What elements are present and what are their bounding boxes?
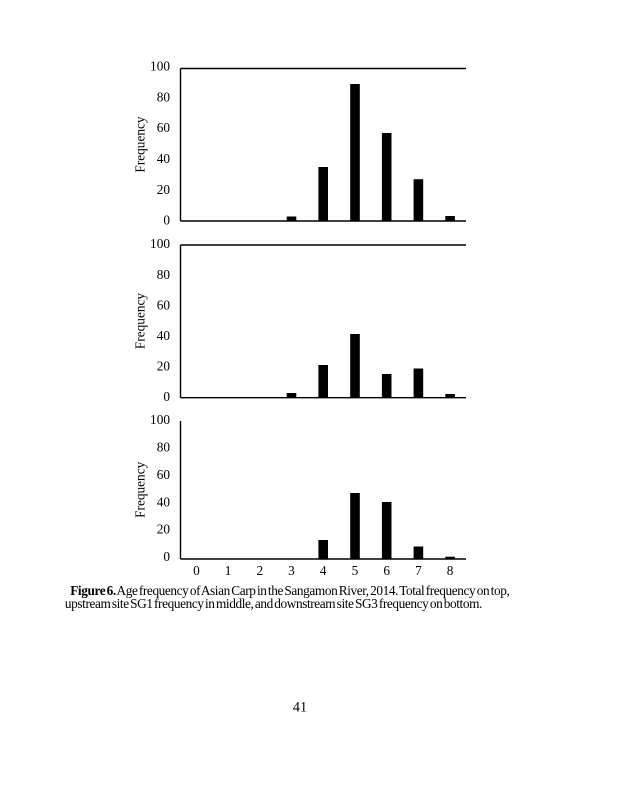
- svg-text:20: 20: [157, 358, 171, 373]
- svg-text:41: 41: [293, 700, 307, 716]
- svg-text:100: 100: [150, 59, 170, 74]
- svg-text:60: 60: [157, 467, 171, 482]
- svg-text:0: 0: [163, 549, 170, 564]
- svg-text:Frequency: Frequency: [133, 293, 148, 349]
- svg-text:0: 0: [163, 213, 170, 228]
- svg-text:80: 80: [157, 89, 171, 104]
- svg-text:5: 5: [352, 563, 359, 578]
- svg-text:2: 2: [256, 563, 263, 578]
- svg-text:Frequency: Frequency: [133, 461, 148, 517]
- svg-text:80: 80: [157, 267, 171, 282]
- svg-text:Frequency: Frequency: [133, 116, 148, 172]
- svg-text:100: 100: [150, 236, 170, 251]
- svg-text:60: 60: [157, 297, 171, 312]
- svg-text:8: 8: [447, 563, 454, 578]
- svg-text:Figure 6. Age frequency of Asi: Figure 6. Age frequency of Asian Carp in…: [70, 583, 509, 598]
- svg-text:20: 20: [157, 522, 171, 537]
- svg-text:3: 3: [288, 563, 295, 578]
- svg-text:7: 7: [415, 563, 422, 578]
- svg-text:1: 1: [225, 563, 232, 578]
- svg-text:60: 60: [157, 120, 171, 135]
- svg-text:4: 4: [320, 563, 327, 578]
- svg-text:20: 20: [157, 182, 171, 197]
- svg-text:100: 100: [150, 412, 170, 427]
- svg-text:40: 40: [157, 494, 171, 509]
- svg-text:40: 40: [157, 328, 171, 343]
- svg-text:80: 80: [157, 439, 171, 454]
- svg-text:0: 0: [163, 389, 170, 404]
- svg-text:0: 0: [193, 563, 200, 578]
- svg-text:upstream site SG1 frequency in: upstream site SG1 frequency in middle, a…: [65, 596, 482, 611]
- svg-text:6: 6: [383, 563, 390, 578]
- svg-text:40: 40: [157, 151, 171, 166]
